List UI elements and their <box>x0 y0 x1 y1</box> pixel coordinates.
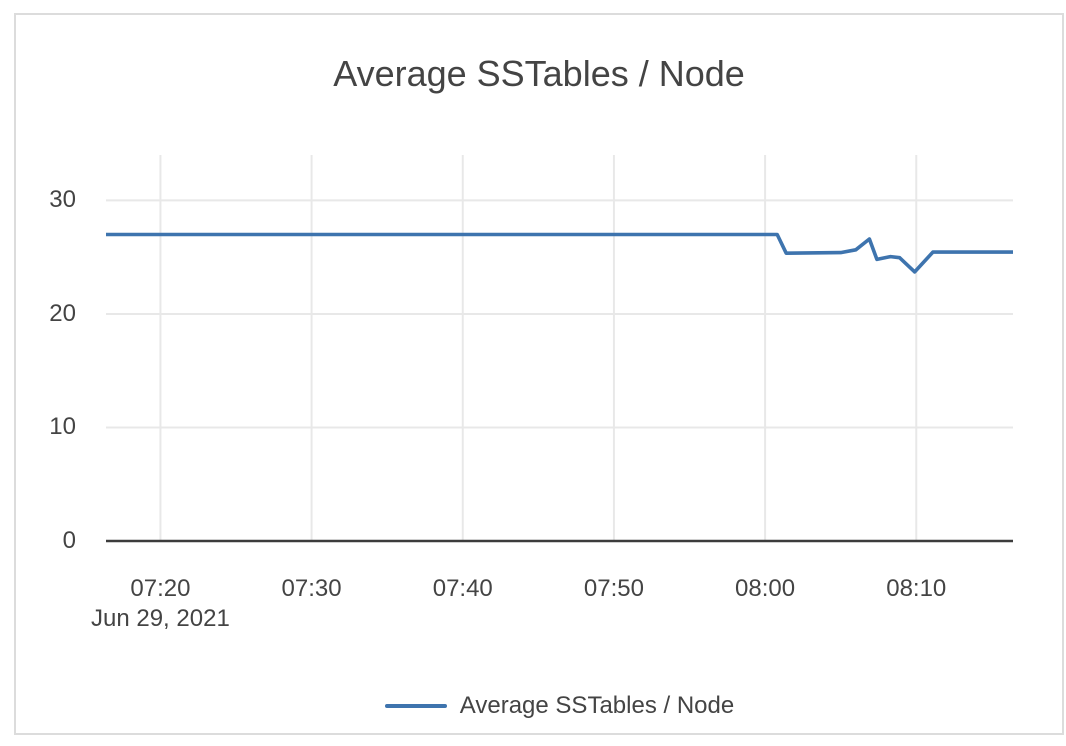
chart-title: Average SSTables / Node <box>333 53 745 94</box>
legend-line-swatch-icon <box>384 704 447 708</box>
series-line[interactable] <box>106 232 1013 274</box>
y-tick-label: 0 <box>62 527 76 554</box>
x-tick-label: 07:20 <box>130 575 191 602</box>
x-axis-date-label: Jun 29, 2021 <box>91 605 230 632</box>
y-tick-label: 20 <box>49 299 76 327</box>
x-tick-label: 07:40 <box>432 575 493 602</box>
x-tick-label: 07:50 <box>583 575 644 602</box>
legend: Average SSTables / Node <box>106 690 1013 722</box>
y-tick-label: 30 <box>49 186 76 214</box>
legend-item[interactable]: Average SSTables / Node <box>384 691 735 721</box>
chart-card <box>14 13 1064 735</box>
x-tick-label: 08:00 <box>735 575 796 602</box>
x-tick-label: 08:10 <box>886 575 947 602</box>
x-tick-label: 07:30 <box>281 575 342 602</box>
y-tick-label: 10 <box>49 413 76 441</box>
legend-label: Average SSTables / Node <box>459 692 735 719</box>
